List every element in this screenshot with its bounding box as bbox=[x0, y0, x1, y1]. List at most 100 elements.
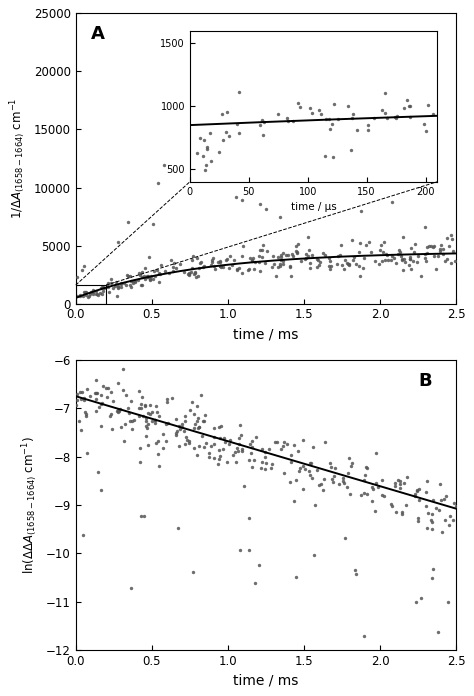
Point bbox=[152, 271, 159, 282]
Point bbox=[394, 475, 402, 486]
Point bbox=[156, 269, 164, 280]
Point bbox=[378, 255, 386, 267]
Point bbox=[442, 490, 450, 501]
Point bbox=[383, 249, 391, 260]
Point bbox=[135, 402, 142, 413]
Point bbox=[146, 274, 154, 285]
Point bbox=[157, 260, 165, 271]
Point bbox=[175, 420, 183, 432]
Point bbox=[216, 257, 224, 268]
Point bbox=[255, 256, 263, 267]
Point bbox=[429, 564, 437, 575]
Point bbox=[189, 251, 197, 262]
Point bbox=[94, 466, 102, 477]
Point bbox=[388, 500, 396, 512]
Point bbox=[100, 282, 108, 293]
Point bbox=[415, 483, 422, 494]
Point bbox=[406, 260, 413, 271]
Point bbox=[193, 450, 201, 461]
Point bbox=[118, 281, 125, 292]
Point bbox=[277, 255, 284, 266]
Point bbox=[89, 285, 97, 296]
Point bbox=[111, 281, 118, 292]
Point bbox=[128, 416, 136, 427]
Point bbox=[178, 418, 185, 429]
Point bbox=[418, 592, 425, 603]
Point bbox=[343, 258, 351, 269]
Point bbox=[189, 262, 196, 274]
Point bbox=[223, 456, 231, 467]
Point bbox=[170, 261, 177, 272]
Point bbox=[311, 499, 319, 510]
Point bbox=[167, 255, 175, 266]
Point bbox=[280, 468, 288, 479]
Point bbox=[89, 289, 96, 300]
Point bbox=[106, 410, 114, 421]
Point bbox=[209, 253, 217, 264]
Point bbox=[148, 406, 155, 418]
Point bbox=[207, 441, 215, 452]
Point bbox=[207, 118, 214, 129]
Point bbox=[398, 507, 406, 518]
Point bbox=[360, 253, 368, 264]
Point bbox=[436, 243, 444, 254]
Point bbox=[194, 270, 202, 281]
Point bbox=[76, 386, 83, 397]
Point bbox=[274, 252, 282, 263]
Point bbox=[446, 520, 453, 531]
Point bbox=[81, 286, 88, 297]
Point bbox=[303, 252, 310, 263]
Point bbox=[195, 262, 203, 274]
Point bbox=[447, 511, 454, 522]
Point bbox=[194, 413, 202, 424]
Point bbox=[191, 268, 198, 279]
Point bbox=[87, 287, 94, 298]
Point bbox=[137, 403, 145, 414]
Point bbox=[316, 257, 323, 268]
Point bbox=[116, 404, 123, 415]
Point bbox=[360, 488, 368, 499]
Point bbox=[255, 559, 263, 570]
Point bbox=[248, 441, 255, 452]
Point bbox=[399, 265, 407, 276]
Point bbox=[340, 477, 348, 489]
Point bbox=[109, 283, 116, 294]
Point bbox=[144, 407, 152, 418]
Point bbox=[173, 427, 180, 438]
Point bbox=[426, 241, 433, 252]
Point bbox=[302, 248, 310, 260]
Point bbox=[92, 388, 100, 399]
Point bbox=[145, 418, 152, 429]
Point bbox=[78, 265, 85, 276]
Point bbox=[218, 261, 225, 272]
Text: B: B bbox=[418, 372, 432, 390]
Point bbox=[406, 253, 414, 264]
Point bbox=[182, 416, 189, 427]
Point bbox=[75, 415, 83, 426]
Point bbox=[434, 251, 441, 262]
Point bbox=[183, 434, 191, 445]
Point bbox=[141, 400, 148, 411]
Point bbox=[325, 252, 333, 263]
Point bbox=[86, 390, 93, 401]
Point bbox=[124, 403, 132, 414]
Point bbox=[339, 473, 347, 484]
Point bbox=[251, 454, 258, 466]
Point bbox=[381, 255, 389, 266]
Point bbox=[77, 393, 85, 404]
Point bbox=[175, 441, 182, 452]
Point bbox=[131, 276, 138, 287]
Point bbox=[236, 420, 244, 431]
Point bbox=[115, 281, 122, 292]
Point bbox=[200, 441, 208, 452]
Point bbox=[412, 596, 420, 608]
Point bbox=[432, 503, 440, 514]
Point bbox=[159, 442, 167, 453]
Point bbox=[320, 473, 328, 484]
Point bbox=[196, 258, 203, 269]
Point bbox=[217, 260, 224, 271]
Point bbox=[388, 251, 396, 262]
Point bbox=[218, 420, 225, 432]
Point bbox=[422, 500, 429, 512]
Point bbox=[210, 422, 218, 434]
